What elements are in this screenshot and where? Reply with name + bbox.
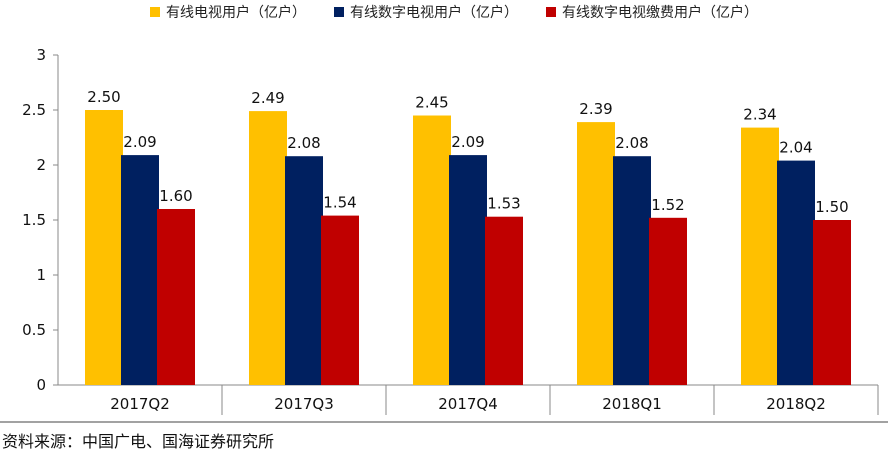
x-tick-label: 2017Q2 xyxy=(110,395,170,413)
bar-2018Q1-series-0 xyxy=(577,122,615,385)
bar-2018Q2-series-1 xyxy=(777,160,815,385)
y-tick-label: 3 xyxy=(36,46,46,64)
bar-2018Q1-series-1 xyxy=(613,156,651,385)
data-label-2018Q1-series-2: 1.52 xyxy=(651,196,684,214)
bar-2017Q3-series-1 xyxy=(285,156,323,385)
bar-2018Q2-series-2 xyxy=(813,220,851,385)
y-tick-label: 0.5 xyxy=(22,321,46,339)
data-label-2018Q2-series-1: 2.04 xyxy=(779,139,812,157)
data-label-2017Q3-series-1: 2.08 xyxy=(287,134,320,152)
data-label-2017Q2-series-0: 2.50 xyxy=(87,88,120,106)
source-note: 资料来源：中国广电、国海证券研究所 xyxy=(2,432,275,451)
legend-label-cable-tv: 有线电视用户（亿户） xyxy=(166,5,306,21)
y-tick-label: 2 xyxy=(36,156,46,174)
x-tick-label: 2018Q2 xyxy=(766,395,826,413)
legend-label-paid-digital-tv: 有线数字电视缴费用户（亿户） xyxy=(562,5,758,21)
bar-2017Q2-series-2 xyxy=(157,209,195,385)
legend-swatch-paid-digital-tv xyxy=(546,7,556,17)
data-label-2018Q1-series-1: 2.08 xyxy=(615,134,648,152)
data-label-2018Q2-series-2: 1.50 xyxy=(815,198,848,216)
legend-swatch-digital-tv xyxy=(334,7,344,17)
bar-2017Q4-series-1 xyxy=(449,155,487,385)
x-tick-label: 2018Q1 xyxy=(602,395,662,413)
y-tick-label: 2.5 xyxy=(22,101,46,119)
legend-swatch-cable-tv xyxy=(150,7,160,17)
data-label-2017Q3-series-0: 2.49 xyxy=(251,89,284,107)
legend: 有线电视用户（亿户） 有线数字电视用户（亿户） 有线数字电视缴费用户（亿户） xyxy=(150,2,758,22)
legend-item-cable-tv: 有线电视用户（亿户） xyxy=(150,2,306,22)
y-tick-label: 1.5 xyxy=(22,211,46,229)
bar-2017Q4-series-0 xyxy=(413,115,451,385)
data-label-2018Q1-series-0: 2.39 xyxy=(579,100,612,118)
legend-item-paid-digital-tv: 有线数字电视缴费用户（亿户） xyxy=(546,2,758,22)
bar-2017Q4-series-2 xyxy=(485,216,523,385)
data-label-2017Q2-series-2: 1.60 xyxy=(159,187,192,205)
data-label-2017Q2-series-1: 2.09 xyxy=(123,133,156,151)
data-label-2017Q4-series-1: 2.09 xyxy=(451,133,484,151)
bar-2017Q3-series-2 xyxy=(321,215,359,385)
legend-label-digital-tv: 有线数字电视用户（亿户） xyxy=(350,5,518,21)
y-tick-label: 0 xyxy=(36,376,46,394)
bar-2018Q2-series-0 xyxy=(741,127,779,385)
bar-2017Q2-series-1 xyxy=(121,155,159,385)
x-tick-label: 2017Q3 xyxy=(274,395,334,413)
data-label-2017Q3-series-2: 1.54 xyxy=(323,194,356,212)
legend-item-digital-tv: 有线数字电视用户（亿户） xyxy=(334,2,518,22)
x-tick-label: 2017Q4 xyxy=(438,395,498,413)
bar-2017Q3-series-0 xyxy=(249,111,287,385)
bar-2018Q1-series-2 xyxy=(649,217,687,385)
y-tick-label: 1 xyxy=(36,266,46,284)
data-label-2018Q2-series-0: 2.34 xyxy=(743,106,776,124)
data-label-2017Q4-series-2: 1.53 xyxy=(487,195,520,213)
data-label-2017Q4-series-0: 2.45 xyxy=(415,94,448,112)
bar-2017Q2-series-0 xyxy=(85,110,123,385)
